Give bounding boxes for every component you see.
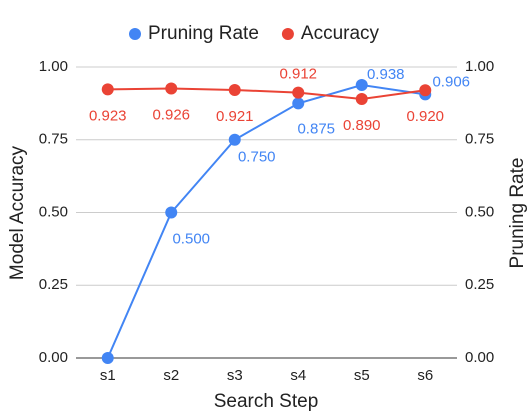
data-point [228,133,241,146]
data-label: 0.875 [297,120,335,137]
data-point [101,352,114,364]
data-label: 0.912 [279,66,317,83]
data-point [355,79,368,92]
data-point [292,86,305,99]
x-tick-label: s3 [227,367,243,384]
data-label: 0.750 [238,149,276,166]
data-label: 0.923 [89,107,127,124]
x-tick-label: s4 [290,367,306,384]
data-label: 0.938 [367,66,405,83]
x-tick-label: s6 [417,367,433,384]
data-label: 0.921 [216,108,254,125]
series-line [107,87,426,101]
data-label: 0.920 [406,108,444,125]
y-tick-label: 0.00 [39,349,68,366]
x-axis-title: Search Step [214,391,319,412]
data-point [419,84,432,97]
series-line [106,84,426,359]
x-tick-label: s5 [354,367,370,384]
y-tick-label: 0.75 [39,131,68,148]
legend-label: Accuracy [301,23,380,44]
data-point [165,206,178,219]
y-axis-title: Model Accuracy [7,145,28,280]
y2-tick-label: 1.00 [465,58,494,75]
data-label: 0.890 [343,117,381,134]
legend-label: Pruning Rate [148,23,259,44]
y-tick-label: 1.00 [39,58,68,75]
legend-marker [129,28,141,40]
y-tick-label: 0.25 [39,276,68,293]
data-point [292,97,305,110]
data-label: 0.906 [432,73,470,90]
x-tick-label: s2 [163,367,179,384]
y2-tick-label: 0.25 [465,276,494,293]
y2-tick-label: 0.75 [465,131,494,148]
y-tick-label: 0.50 [39,203,68,220]
data-point [101,83,114,96]
y2-tick-label: 0.00 [465,349,494,366]
data-label: 0.500 [172,230,210,247]
y2-tick-label: 0.50 [465,203,494,220]
data-point [228,83,241,96]
data-point [355,93,368,106]
data-point [165,82,178,95]
y2-axis-title: Pruning Rate [507,158,528,269]
legend-marker [281,28,294,40]
x-tick-label: s1 [100,367,116,384]
data-label: 0.926 [152,107,190,124]
